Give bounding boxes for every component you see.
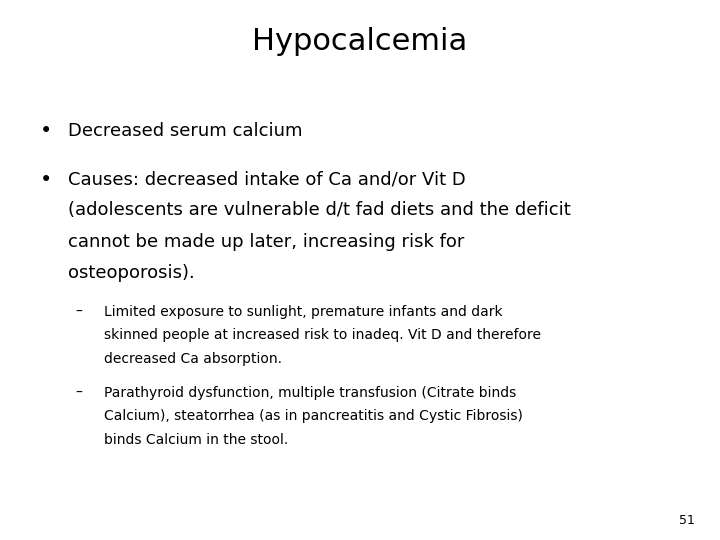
Text: •: • — [40, 170, 52, 190]
Text: Hypocalcemia: Hypocalcemia — [253, 27, 467, 56]
Text: •: • — [40, 122, 52, 141]
Text: Decreased serum calcium: Decreased serum calcium — [68, 122, 303, 139]
Text: –: – — [76, 305, 83, 319]
Text: –: – — [76, 386, 83, 400]
Text: 51: 51 — [679, 514, 695, 526]
Text: Limited exposure to sunlight, premature infants and dark: Limited exposure to sunlight, premature … — [104, 305, 503, 319]
Text: (adolescents are vulnerable d/t fad diets and the deficit: (adolescents are vulnerable d/t fad diet… — [68, 201, 571, 219]
Text: decreased Ca absorption.: decreased Ca absorption. — [104, 352, 282, 366]
Text: cannot be made up later, increasing risk for: cannot be made up later, increasing risk… — [68, 233, 465, 251]
Text: Causes: decreased intake of Ca and/or Vit D: Causes: decreased intake of Ca and/or Vi… — [68, 170, 466, 188]
Text: Calcium), steatorrhea (as in pancreatitis and Cystic Fibrosis): Calcium), steatorrhea (as in pancreatiti… — [104, 409, 523, 423]
Text: Parathyroid dysfunction, multiple transfusion (Citrate binds: Parathyroid dysfunction, multiple transf… — [104, 386, 517, 400]
Text: skinned people at increased risk to inadeq. Vit D and therefore: skinned people at increased risk to inad… — [104, 328, 541, 342]
Text: binds Calcium in the stool.: binds Calcium in the stool. — [104, 433, 289, 447]
Text: osteoporosis).: osteoporosis). — [68, 264, 195, 282]
